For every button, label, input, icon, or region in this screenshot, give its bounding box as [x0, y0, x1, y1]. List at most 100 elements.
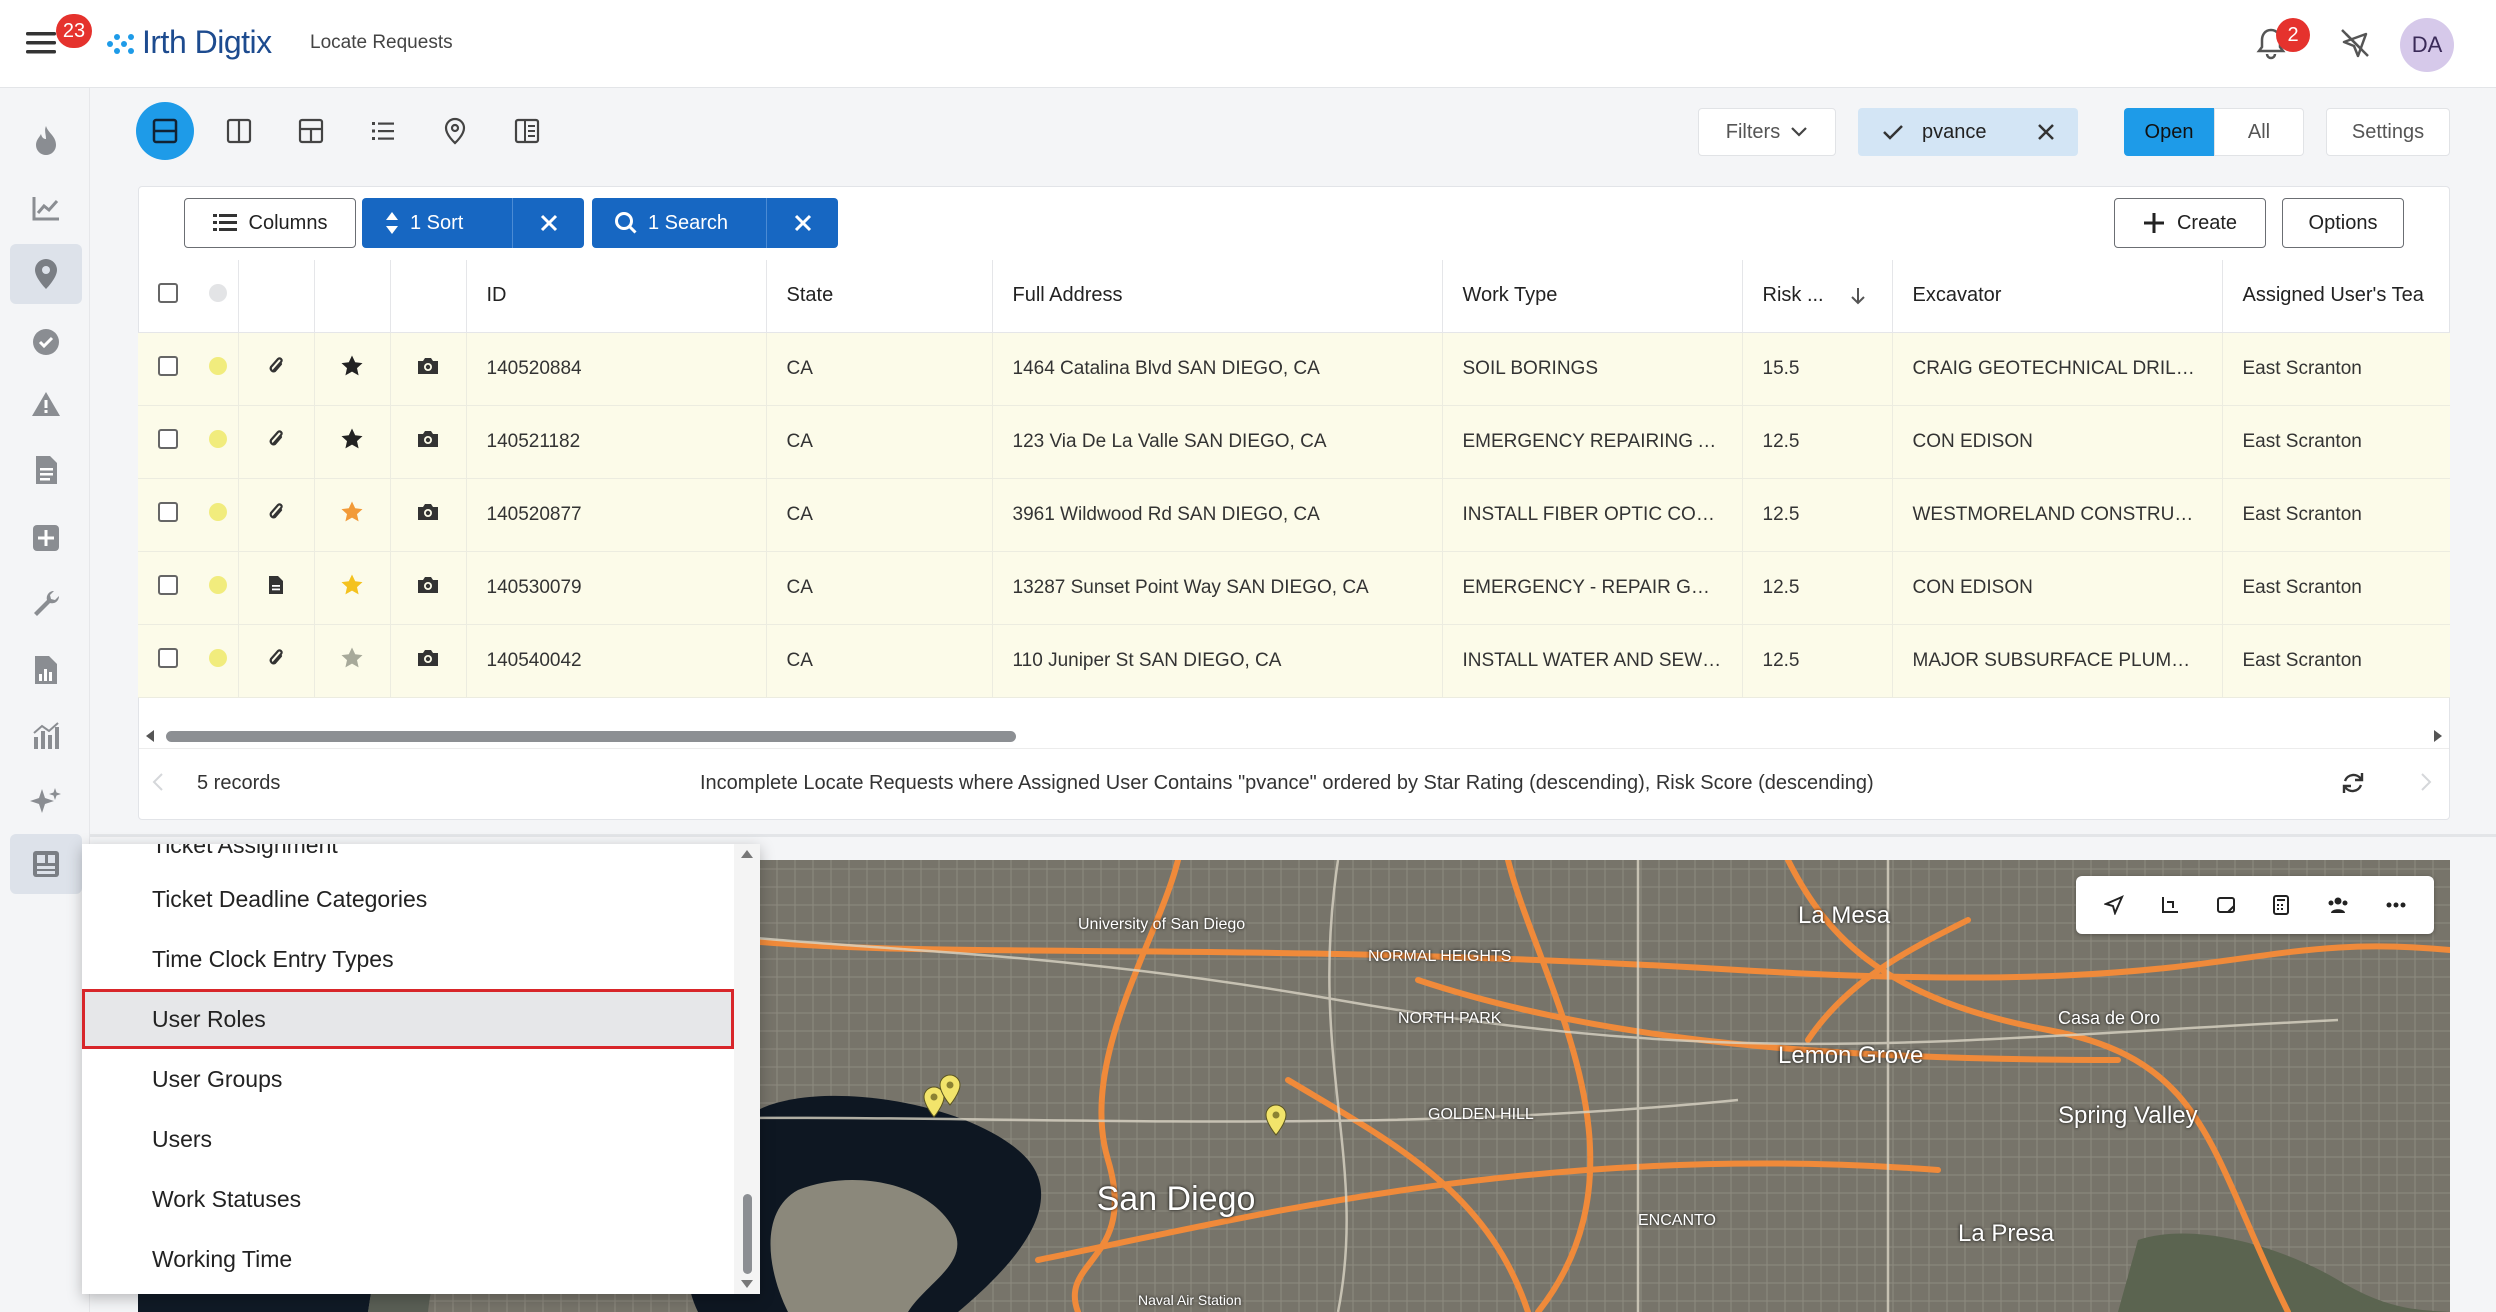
row-star-cell[interactable]	[314, 478, 391, 552]
row-attachment-cell[interactable]	[238, 551, 315, 625]
menu-item-ticket-deadline-categories[interactable]: Ticket Deadline Categories	[152, 886, 428, 912]
refresh-icon[interactable]	[2340, 770, 2366, 796]
star-icon[interactable]	[340, 573, 364, 597]
menu-item-work-statuses[interactable]: Work Statuses	[152, 1186, 302, 1212]
row-photo-cell[interactable]	[390, 624, 467, 698]
row-checkbox-cell[interactable]	[138, 332, 198, 406]
menu-item-user-roles[interactable]	[82, 989, 734, 1049]
cell-id[interactable]: 140530079	[466, 551, 767, 625]
columns-button[interactable]: Columns	[184, 198, 356, 248]
prev-page-icon[interactable]	[152, 772, 164, 792]
row-attachment-cell[interactable]	[238, 405, 315, 479]
view-list-button[interactable]	[354, 102, 412, 160]
hamburger-menu-icon[interactable]	[26, 28, 62, 60]
star-header[interactable]	[314, 260, 391, 333]
star-icon[interactable]	[340, 427, 364, 451]
menu-item-time-clock-entry-types[interactable]: Time Clock Entry Types	[152, 946, 394, 972]
column-header-state[interactable]: State	[766, 260, 993, 333]
row-star-cell[interactable]	[314, 624, 391, 698]
horizontal-scrollbar-thumb[interactable]	[166, 731, 1016, 742]
next-page-icon[interactable]	[2420, 772, 2432, 792]
row-checkbox[interactable]	[158, 355, 178, 376]
camera-icon[interactable]	[416, 502, 440, 522]
row-checkbox[interactable]	[158, 501, 178, 522]
group-icon[interactable]	[2326, 895, 2350, 915]
document-icon[interactable]	[24, 448, 68, 492]
flame-icon[interactable]	[24, 118, 68, 162]
row-checkbox-cell[interactable]	[138, 478, 198, 552]
view-detail-button[interactable]	[498, 102, 556, 160]
star-icon[interactable]	[340, 646, 364, 670]
column-header-id[interactable]: ID	[466, 260, 767, 333]
view-split-horizontal-button[interactable]	[136, 102, 194, 160]
app-logo[interactable]: Irth Digtix	[142, 24, 272, 60]
paperclip-icon[interactable]	[266, 647, 286, 669]
row-attachment-cell[interactable]	[238, 332, 315, 406]
options-button[interactable]: Options	[2282, 198, 2404, 248]
filters-dropdown[interactable]: Filters	[1698, 108, 1836, 156]
bar-chart-icon[interactable]	[24, 714, 68, 758]
sort-chip[interactable]: 1 Sort	[362, 198, 584, 248]
row-checkbox-cell[interactable]	[138, 551, 198, 625]
dropdown-scrollbar[interactable]	[734, 844, 760, 1294]
cell-id[interactable]: 140540042	[466, 624, 767, 698]
settings-button[interactable]: Settings	[2326, 108, 2450, 156]
measure-icon[interactable]	[2160, 895, 2180, 915]
dropdown-scrollbar-thumb[interactable]	[743, 1194, 752, 1274]
sort-close-icon[interactable]	[512, 198, 584, 248]
map-pin[interactable]	[938, 1074, 962, 1106]
column-header-address[interactable]: Full Address	[992, 260, 1443, 333]
cell-id[interactable]: 140521182	[466, 405, 767, 479]
row-star-cell[interactable]	[314, 405, 391, 479]
admin-panel-icon[interactable]	[10, 834, 82, 894]
table-row[interactable]: 140521182 CA 123 Via De La Valle SAN DIEGO…	[138, 405, 2450, 479]
row-checkbox[interactable]	[158, 428, 178, 449]
search-chip[interactable]: 1 Search	[592, 198, 838, 248]
select-all-checkbox[interactable]	[158, 282, 178, 303]
sparkle-icon[interactable]	[24, 780, 68, 824]
column-header-excavator[interactable]: Excavator	[1892, 260, 2223, 333]
document-icon[interactable]	[268, 575, 284, 595]
paperclip-icon[interactable]	[266, 355, 286, 377]
row-photo-cell[interactable]	[390, 332, 467, 406]
menu-item-working-time[interactable]: Working Time	[152, 1246, 293, 1272]
row-photo-cell[interactable]	[390, 478, 467, 552]
paperclip-icon[interactable]	[266, 501, 286, 523]
map-pin[interactable]	[1264, 1104, 1288, 1136]
check-circle-icon[interactable]	[24, 320, 68, 364]
warning-icon[interactable]	[24, 382, 68, 426]
row-checkbox-cell[interactable]	[138, 405, 198, 479]
camera-icon[interactable]	[416, 356, 440, 376]
panel-splitter[interactable]	[90, 834, 2496, 837]
view-split-vertical-button[interactable]	[210, 102, 268, 160]
star-icon[interactable]	[340, 500, 364, 524]
sort-chip-body[interactable]: 1 Sort	[362, 198, 512, 248]
photo-header[interactable]	[390, 260, 467, 333]
cell-id[interactable]: 140520884	[466, 332, 767, 406]
row-checkbox-cell[interactable]	[138, 624, 198, 698]
table-row[interactable]: 140530079 CA 13287 Sunset Point Way SAN DI…	[138, 551, 2450, 625]
search-close-icon[interactable]	[766, 198, 838, 248]
row-star-cell[interactable]	[314, 551, 391, 625]
calculator-icon[interactable]	[2272, 894, 2290, 916]
cell-id[interactable]: 140520877	[466, 478, 767, 552]
row-photo-cell[interactable]	[390, 551, 467, 625]
camera-icon[interactable]	[416, 648, 440, 668]
row-attachment-cell[interactable]	[238, 478, 315, 552]
close-icon[interactable]	[2037, 123, 2055, 141]
table-row[interactable]: 140520877 CA 3961 Wildwood Rd SAN DIEGO, C…	[138, 478, 2450, 552]
menu-item-users[interactable]: Users	[152, 1126, 213, 1152]
add-box-icon[interactable]	[24, 516, 68, 560]
create-button[interactable]: Create	[2114, 198, 2266, 248]
open-toggle[interactable]: Open	[2124, 108, 2214, 156]
row-photo-cell[interactable]	[390, 405, 467, 479]
column-header-work-type[interactable]: Work Type	[1442, 260, 1743, 333]
paperclip-icon[interactable]	[266, 428, 286, 450]
report-icon[interactable]	[24, 648, 68, 692]
user-avatar[interactable]: DA	[2400, 18, 2454, 72]
select-all-checkbox-cell[interactable]	[138, 260, 198, 333]
row-star-cell[interactable]	[314, 332, 391, 406]
menu-item-user-groups[interactable]: User Groups	[152, 1066, 283, 1092]
map-pin[interactable]	[922, 1086, 946, 1118]
star-icon[interactable]	[340, 354, 364, 378]
